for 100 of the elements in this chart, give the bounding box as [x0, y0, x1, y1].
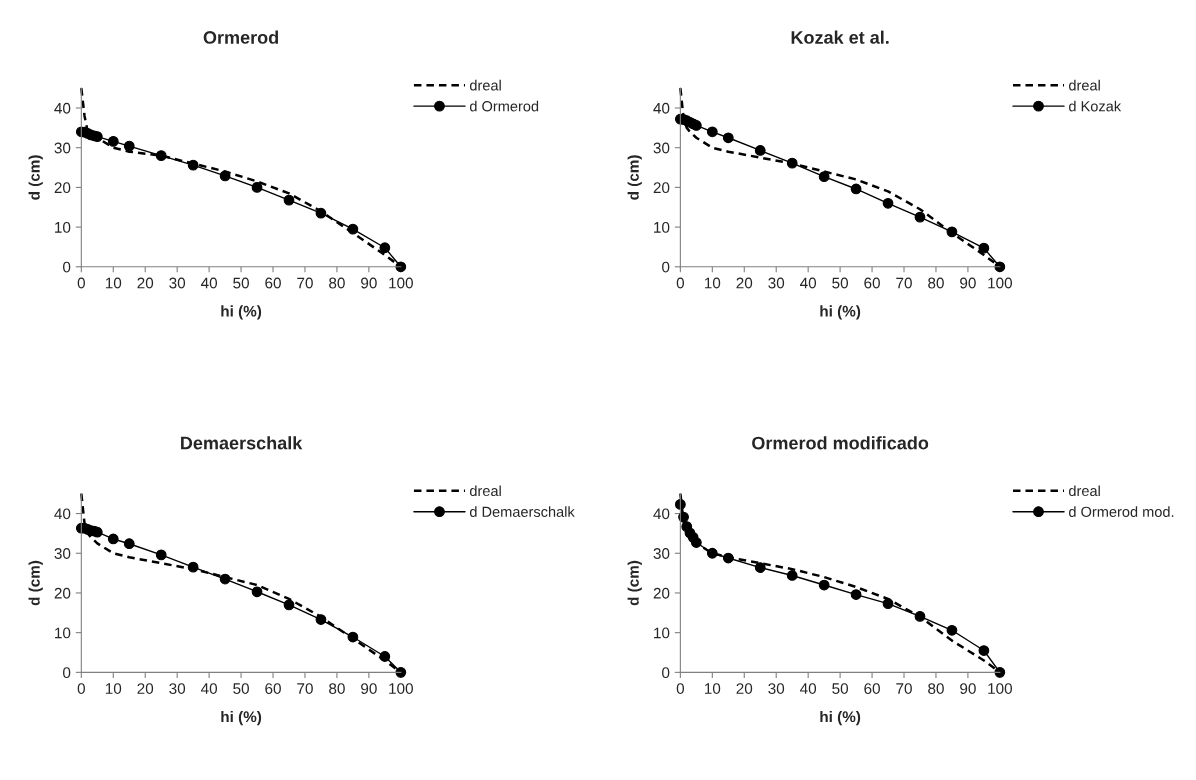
x-tick-label: 90 — [361, 277, 377, 289]
x-tick-label: 0 — [676, 683, 685, 694]
point — [786, 570, 798, 581]
point — [690, 537, 702, 548]
point — [187, 159, 199, 171]
y-tick-label: 10 — [654, 627, 670, 639]
x-tick-label: 40 — [200, 683, 218, 694]
x-tick-label: 40 — [800, 683, 817, 694]
x-tick-label: 10 — [105, 683, 122, 694]
point — [107, 135, 119, 147]
y-tick-label: 0 — [63, 667, 71, 679]
y-tick-label: 10 — [55, 221, 71, 233]
point — [754, 145, 766, 156]
point — [978, 645, 990, 656]
point — [946, 226, 958, 238]
y-axis-title: d (cm) — [28, 560, 43, 606]
x-tick-label: 80 — [928, 683, 944, 694]
point — [251, 182, 263, 193]
legend-label: d Demaerschalk — [469, 506, 575, 517]
y-tick-label: 20 — [54, 587, 71, 599]
x-tick-label: 10 — [105, 277, 122, 289]
point — [754, 562, 766, 573]
point — [994, 261, 1006, 273]
point — [674, 499, 686, 510]
x-tick-label: 80 — [928, 277, 944, 289]
point — [315, 207, 327, 219]
point — [850, 589, 862, 600]
x-tick-label: 20 — [137, 277, 154, 289]
x-tick-label: 60 — [864, 277, 880, 289]
x-tick-label: 30 — [169, 683, 186, 694]
y-tick-label: 40 — [54, 508, 71, 520]
x-tick-label: 40 — [200, 277, 218, 289]
x-tick-label: 30 — [169, 277, 186, 289]
x-tick-label: 10 — [704, 683, 721, 694]
x-tick-label: 10 — [704, 277, 721, 289]
x-tick-label: 20 — [736, 683, 753, 694]
y-tick-label: 10 — [654, 221, 670, 233]
x-tick-label: 60 — [265, 683, 281, 694]
chart-title: Kozak et al. — [791, 30, 889, 44]
chart-title: Ormerod modificado — [752, 436, 929, 450]
x-tick-label: 50 — [832, 683, 849, 694]
point — [994, 666, 1006, 678]
x-tick-label: 60 — [265, 277, 281, 289]
x-tick-label: 70 — [297, 683, 313, 694]
legend-label: dreal — [1069, 485, 1100, 497]
point — [155, 150, 167, 162]
point — [219, 573, 231, 585]
x-axis-title: hi (%) — [221, 305, 262, 320]
chart-title: Ormerod — [203, 30, 279, 44]
x-tick-label: 30 — [768, 277, 785, 289]
y-tick-label: 30 — [653, 548, 670, 559]
legend-label: d Ormerod — [469, 100, 539, 112]
point — [706, 547, 718, 559]
x-tick-label: 50 — [233, 277, 249, 289]
x-tick-label: 0 — [77, 277, 85, 289]
y-tick-label: 30 — [54, 142, 71, 154]
x-tick-label: 70 — [297, 277, 313, 289]
point — [155, 549, 167, 561]
x-tick-label: 90 — [960, 683, 976, 694]
y-axis-title: d (cm) — [627, 155, 642, 200]
point — [978, 242, 990, 254]
y-tick-label: 30 — [653, 142, 670, 154]
chart-title: Demaerschalk — [181, 436, 303, 450]
x-tick-label: 70 — [896, 683, 912, 694]
point — [107, 533, 119, 545]
point — [914, 211, 926, 223]
point — [818, 171, 830, 183]
point — [379, 242, 391, 254]
x-tick-label: 0 — [77, 683, 85, 694]
y-tick-label: 10 — [55, 627, 71, 639]
legend-label: dreal — [469, 79, 501, 91]
x-tick-label: 50 — [832, 277, 849, 289]
legend-label: d Ormerod mod. — [1069, 506, 1174, 517]
point — [123, 538, 135, 550]
y-tick-label: 30 — [54, 548, 71, 559]
y-tick-label: 20 — [653, 587, 670, 599]
x-axis-title: hi (%) — [221, 710, 262, 726]
point — [283, 599, 295, 611]
x-tick-label: 80 — [329, 277, 345, 289]
point — [706, 126, 718, 138]
point — [123, 140, 135, 152]
x-axis-title: hi (%) — [820, 305, 861, 320]
x-tick-label: 90 — [361, 683, 377, 694]
y-tick-label: 0 — [662, 261, 670, 273]
x-tick-label: 100 — [988, 277, 1012, 289]
x-tick-label: 90 — [960, 277, 976, 289]
x-tick-label: 20 — [137, 683, 154, 694]
point — [882, 197, 894, 209]
y-axis-title: d (cm) — [627, 560, 642, 606]
point — [379, 651, 391, 662]
point — [882, 598, 894, 610]
x-tick-label: 80 — [329, 683, 345, 694]
point — [251, 586, 263, 598]
y-tick-label: 40 — [653, 102, 670, 114]
point — [219, 170, 231, 182]
point — [818, 579, 830, 591]
y-tick-label: 20 — [653, 182, 670, 194]
point — [347, 631, 359, 643]
y-axis-title: d (cm) — [28, 155, 43, 200]
y-tick-label: 0 — [662, 667, 670, 679]
